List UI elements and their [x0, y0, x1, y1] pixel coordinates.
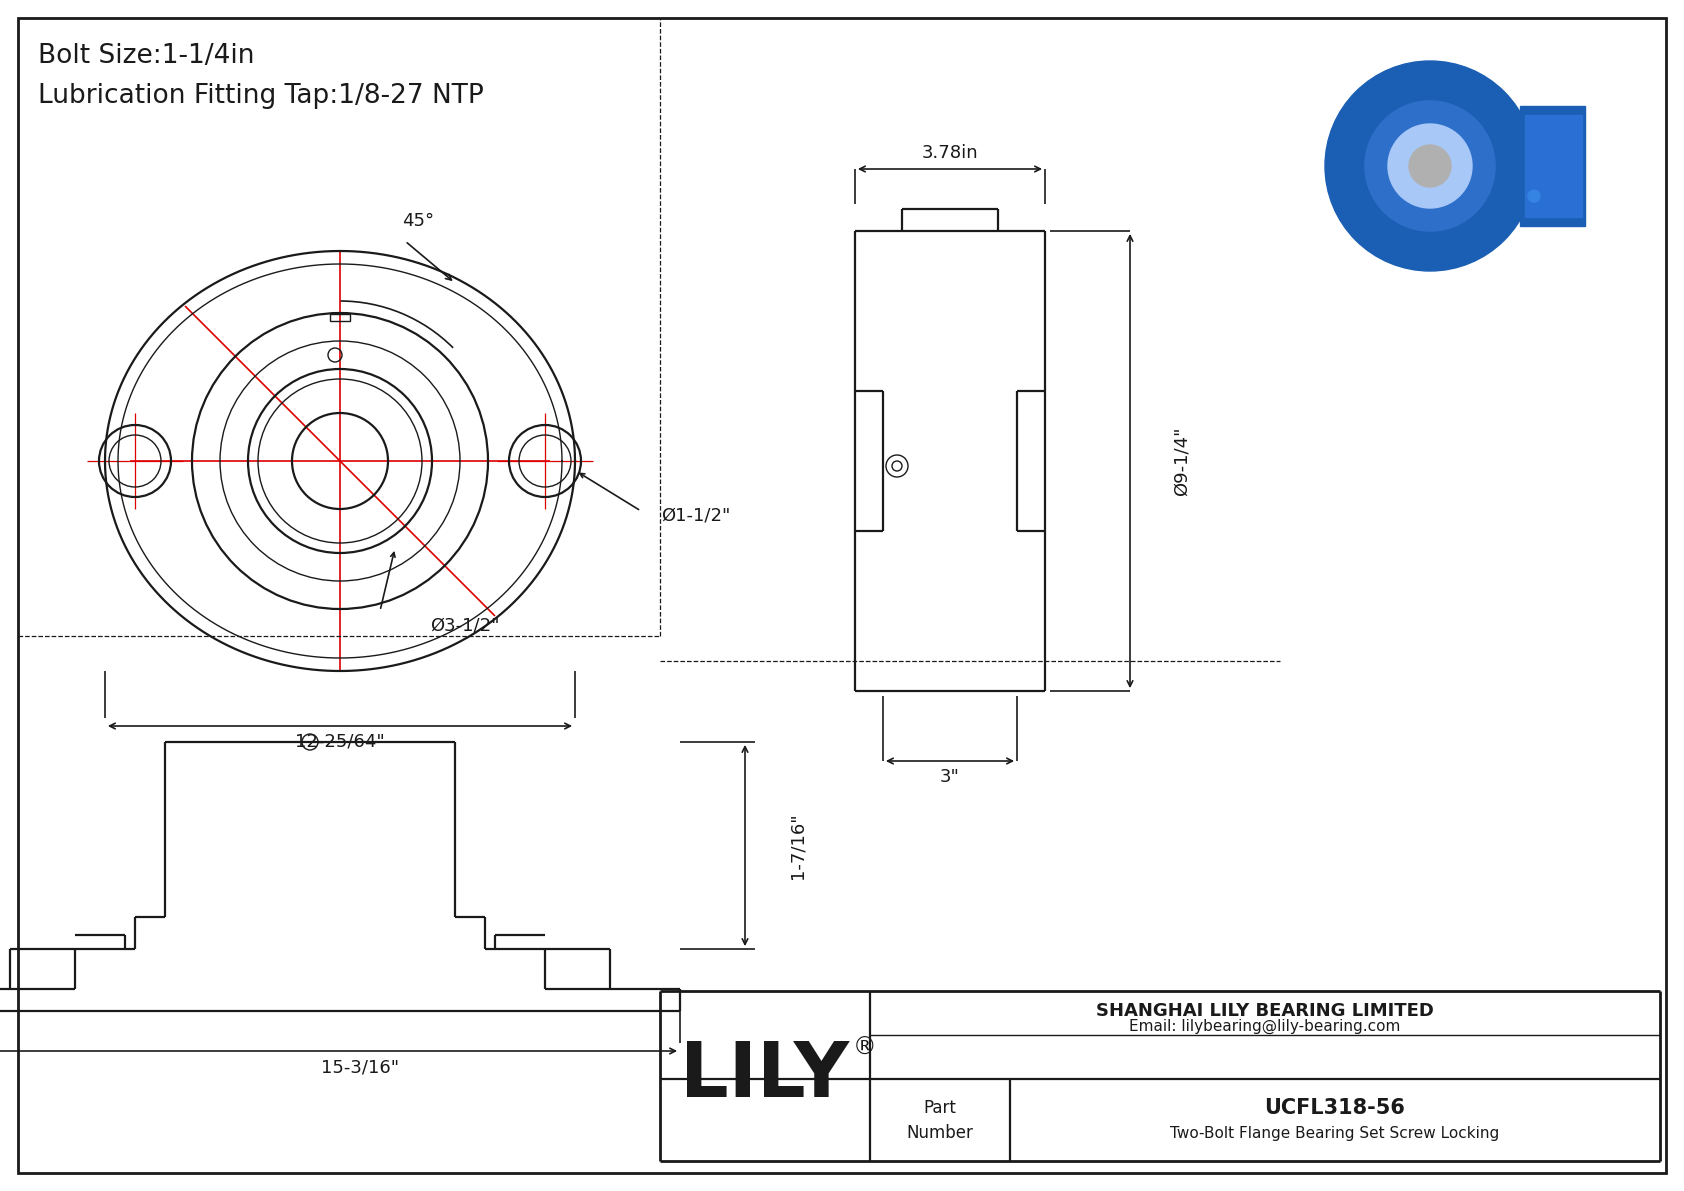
Text: Lubrication Fitting Tap:1/8-27 NTP: Lubrication Fitting Tap:1/8-27 NTP	[39, 83, 483, 110]
Bar	[330, 314, 350, 322]
Text: Two-Bolt Flange Bearing Set Screw Locking: Two-Bolt Flange Bearing Set Screw Lockin…	[1170, 1125, 1500, 1141]
Circle shape	[1527, 191, 1539, 202]
Text: Ø1-1/2": Ø1-1/2"	[662, 507, 731, 525]
Text: 1-7/16": 1-7/16"	[788, 812, 807, 879]
Text: 15-3/16": 15-3/16"	[322, 1058, 399, 1075]
Text: Email: lilybearing@lily-bearing.com: Email: lilybearing@lily-bearing.com	[1130, 1018, 1401, 1034]
Text: Ø9-1/4": Ø9-1/4"	[1174, 426, 1191, 495]
Text: Part
Number: Part Number	[906, 1099, 973, 1142]
Text: SHANGHAI LILY BEARING LIMITED: SHANGHAI LILY BEARING LIMITED	[1096, 1002, 1435, 1019]
Text: 12-25/64": 12-25/64"	[295, 732, 386, 752]
Bar	[1521, 106, 1585, 226]
Text: 3.78in: 3.78in	[921, 144, 978, 162]
Circle shape	[1366, 101, 1495, 231]
Circle shape	[1325, 61, 1536, 272]
Text: 3": 3"	[940, 768, 960, 786]
Text: UCFL318-56: UCFL318-56	[1265, 1098, 1406, 1118]
Text: Bolt Size:1-1/4in: Bolt Size:1-1/4in	[39, 43, 254, 69]
Text: Ø3-1/2": Ø3-1/2"	[429, 617, 500, 635]
Text: 45°: 45°	[402, 212, 434, 230]
Text: ®: ®	[854, 1036, 877, 1060]
Bar	[1526, 116, 1581, 217]
Text: LILY: LILY	[680, 1039, 849, 1114]
Circle shape	[1388, 124, 1472, 208]
Circle shape	[1410, 145, 1452, 187]
